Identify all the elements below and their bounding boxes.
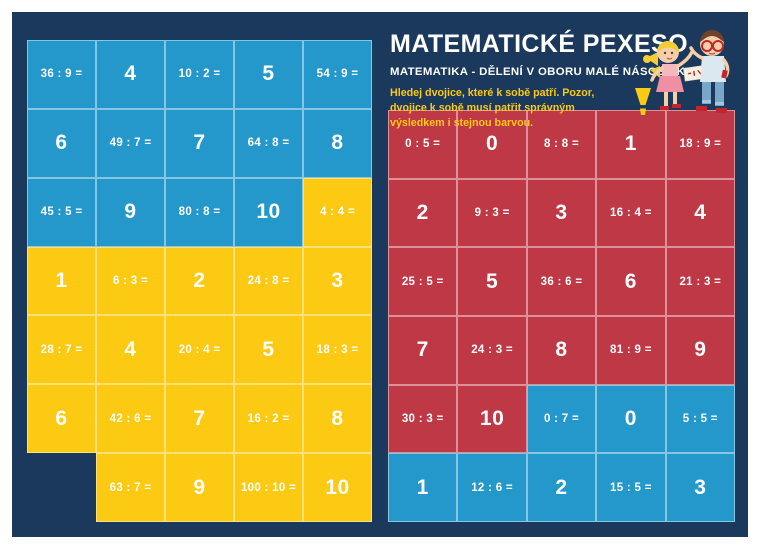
card-equation[interactable]: 10 : 2 =	[165, 40, 234, 109]
card-answer[interactable]: 6	[27, 384, 96, 454]
card-answer[interactable]: 3	[665, 453, 735, 522]
card-equation[interactable]: 100 : 10 =	[234, 453, 303, 522]
header: MATEMATICKÉ PEXESO MATEMATIKA - DĚLENÍ V…	[390, 30, 694, 130]
card-equation[interactable]: 18 : 9 =	[665, 110, 735, 179]
card-answer[interactable]: 6	[596, 247, 666, 316]
instruction-text: Hledej dvojice, které k sobě patří. Pozo…	[390, 87, 595, 129]
card-answer[interactable]: 1	[596, 110, 666, 179]
card-equation[interactable]: 36 : 9 =	[27, 40, 96, 109]
page-title: MATEMATICKÉ PEXESO	[390, 30, 688, 58]
card-answer[interactable]: 5	[457, 247, 527, 316]
card-equation[interactable]: 15 : 5 =	[596, 453, 666, 522]
card-answer[interactable]: 10	[303, 453, 372, 522]
card-answer[interactable]: 5	[234, 40, 303, 109]
card-answer[interactable]: 5	[234, 315, 303, 385]
card-equation[interactable]: 49 : 7 =	[96, 108, 165, 178]
card-equation[interactable]: 80 : 8 =	[165, 177, 234, 247]
card-answer[interactable]: 9	[165, 453, 234, 522]
card-answer[interactable]: 0	[596, 384, 666, 454]
card-equation[interactable]: 45 : 5 =	[27, 177, 96, 247]
card-equation[interactable]: 6 : 3 =	[96, 246, 165, 316]
card-answer[interactable]: 1	[27, 246, 96, 316]
card-equation[interactable]: 20 : 4 =	[165, 315, 234, 385]
girl-figure	[643, 41, 694, 110]
card-equation[interactable]: 0 : 5 =	[388, 110, 458, 179]
card-answer[interactable]: 2	[388, 178, 458, 248]
card-equation[interactable]: 0 : 7 =	[526, 384, 597, 454]
card-equation[interactable]: 21 : 3 =	[665, 247, 735, 316]
warning-exclamation-icon	[635, 88, 651, 115]
card-equation[interactable]: 8 : 8 =	[526, 110, 597, 179]
card-equation[interactable]: 28 : 7 =	[27, 315, 96, 385]
card-answer[interactable]: 4	[96, 315, 165, 385]
card-equation[interactable]: 30 : 3 =	[388, 384, 458, 454]
instruction-row: Hledej dvojice, které k sobě patří. Pozo…	[390, 86, 680, 130]
card-equation[interactable]: 63 : 7 =	[96, 453, 165, 522]
card-answer[interactable]: 7	[165, 384, 234, 454]
card-equation[interactable]: 24 : 3 =	[457, 315, 527, 385]
kids-illustration	[643, 30, 730, 113]
page-subtitle: MATEMATIKA - DĚLENÍ V OBORU MALÉ NÁSOBIL…	[390, 66, 694, 78]
card-answer[interactable]: 10	[457, 384, 527, 454]
card-equation[interactable]: 24 : 8 =	[234, 246, 303, 316]
card-equation[interactable]: 16 : 4 =	[596, 178, 666, 248]
card-answer[interactable]: 6	[27, 108, 96, 178]
card-answer[interactable]: 2	[526, 453, 597, 522]
card-answer[interactable]: 9	[665, 315, 735, 385]
card-answer[interactable]: 3	[303, 246, 372, 316]
card-answer[interactable]: 10	[234, 177, 303, 247]
card-equation[interactable]: 16 : 2 =	[234, 384, 303, 454]
right-card-grid: 0 : 5 = 0 8 : 8 = 1 18 : 9 = 2 9 : 3 = 3 16 : 4 …	[388, 110, 735, 522]
card-answer[interactable]: 8	[526, 315, 597, 385]
card-equation[interactable]: 9 : 3 =	[457, 178, 527, 248]
card-answer[interactable]: 1	[388, 453, 458, 522]
game-board: 36 : 9 = 4 10 : 2 = 5 54 : 9 = 6 49 : 7 = 7 64 :…	[12, 12, 748, 537]
card-answer[interactable]: 0	[457, 110, 527, 179]
card-answer[interactable]: 7	[388, 315, 458, 385]
card-answer[interactable]: 2	[165, 246, 234, 316]
card-answer[interactable]: 8	[303, 108, 372, 178]
card-answer[interactable]: 9	[96, 177, 165, 247]
card-answer[interactable]: 3	[526, 178, 597, 248]
card-equation[interactable]: 36 : 6 =	[526, 247, 597, 316]
card-answer[interactable]: 7	[165, 108, 234, 178]
card-equation[interactable]: 4 : 4 =	[303, 177, 372, 247]
card-equation[interactable]: 64 : 8 =	[234, 108, 303, 178]
card-equation[interactable]: 5 : 5 =	[665, 384, 735, 454]
card-equation[interactable]: 18 : 3 =	[303, 315, 372, 385]
card-answer[interactable]: 8	[303, 384, 372, 454]
empty-slot	[27, 453, 96, 522]
boy-figure	[689, 30, 730, 113]
left-card-grid: 36 : 9 = 4 10 : 2 = 5 54 : 9 = 6 49 : 7 = 7 64 :…	[27, 40, 372, 522]
card-answer[interactable]: 4	[665, 178, 735, 248]
card-equation[interactable]: 25 : 5 =	[388, 247, 458, 316]
card-equation[interactable]: 42 : 6 =	[96, 384, 165, 454]
card-equation[interactable]: 54 : 9 =	[303, 40, 372, 109]
card-equation[interactable]: 81 : 9 =	[596, 315, 666, 385]
card-equation[interactable]: 12 : 6 =	[457, 453, 527, 522]
card-answer[interactable]: 4	[96, 40, 165, 109]
